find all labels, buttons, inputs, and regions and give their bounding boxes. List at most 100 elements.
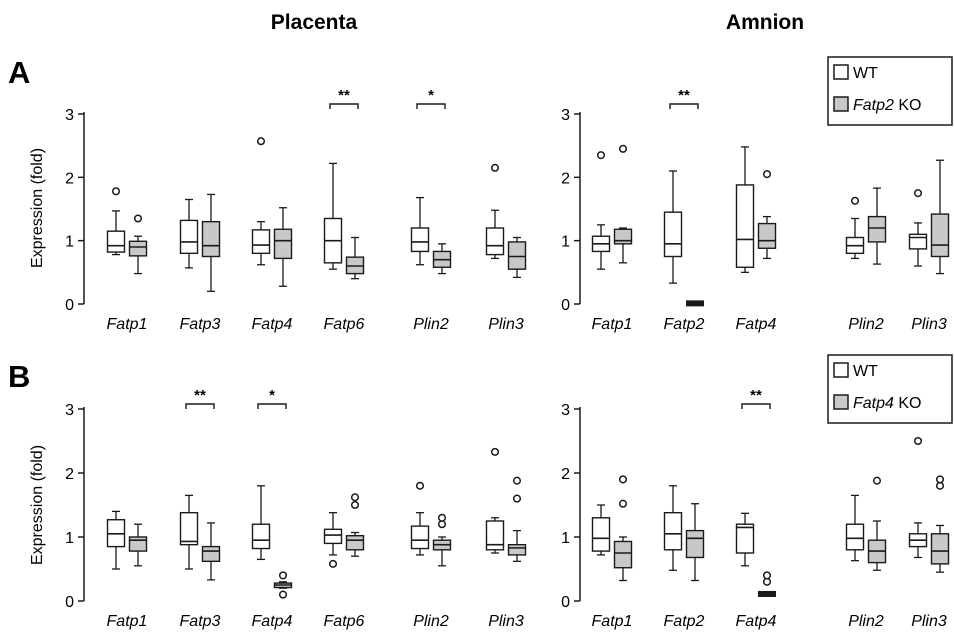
box-ko [685,503,705,582]
box-wt [323,162,343,270]
outlier-point [618,499,628,508]
outlier-point [762,577,772,586]
significance-label: ** [750,387,762,404]
box [485,520,505,551]
category-label: Fatp6 [324,316,365,333]
outlier-point [935,481,945,490]
legend-b-wt-label: WT [853,363,878,380]
box-wt [106,510,126,570]
box-wt [485,447,505,554]
plot-B-amnion: 0 1 2 3 Fatp1 Fatp2 Fatp4 ** Plin2 Plin3 [561,387,950,630]
outlier-point [437,520,447,529]
category-label: Plin2 [848,316,884,333]
box [179,511,199,546]
outlier-point [872,476,882,485]
legend-a-ko-swatch [833,96,849,112]
category-label: Fatp1 [107,613,148,630]
category-label: Plin3 [488,613,524,630]
category-label: Plin3 [911,613,947,630]
y-tick-label: 1 [65,530,74,547]
plot-A-amnion: 0 1 2 3 Fatp1 Fatp2 ** Fatp4 Plin2 Plin3 [561,87,950,333]
category-label: Fatp3 [180,316,221,333]
outlier-point [762,571,772,580]
box-ko [613,144,633,264]
outlier-point [913,436,923,446]
legend-b-ko-swatch [833,394,849,410]
box-ko [128,523,148,567]
box-ko [128,214,148,275]
category-label: Fatp1 [592,316,633,333]
y-tick-label: 0 [65,594,74,611]
box-wt [410,196,430,266]
box [930,213,950,258]
outlier-point [850,196,860,205]
outlier-point [111,187,121,196]
outlier-point [278,590,288,599]
y-axis-label-a: Expression (fold) [29,148,46,268]
y-tick-label: 2 [561,466,570,483]
box [410,525,430,550]
outlier-point [618,144,628,153]
box-ko [757,170,777,260]
box [273,228,293,260]
category-label: Fatp4 [252,316,293,333]
box [591,517,611,552]
outlier-point [596,151,606,160]
outlier-point [913,189,923,198]
significance-bracket [741,403,771,409]
y-tick-label: 0 [561,297,570,314]
y-tick-label: 3 [65,402,74,419]
box-ko [507,236,527,279]
significance-bracket [329,103,359,109]
box-wt [845,494,865,562]
significance-bracket [185,403,215,409]
box [251,229,271,255]
box-wt [410,481,430,556]
y-tick-label: 1 [65,234,74,251]
box [867,215,887,243]
y-axis-label-b: Expression (fold) [29,445,46,565]
outlier-point [490,163,500,172]
box-ko [613,475,633,582]
significance-bracket [257,403,287,409]
box [345,535,365,551]
category-label: Plin3 [911,316,947,333]
outlier-point [437,513,447,522]
box-ko [201,522,221,581]
y-tick-label: 2 [65,170,74,187]
box-ko [930,159,950,275]
box-ko [345,493,365,557]
box [507,543,527,556]
box-ko [201,193,221,292]
y-tick-label: 3 [65,107,74,124]
box [251,523,271,550]
outlier-point [618,475,628,484]
box [485,227,505,256]
legend-b-ko-label: Fatp4 KO [853,395,921,412]
outlier-point [328,559,338,568]
box [410,227,430,253]
y-tick-label: 0 [65,297,74,314]
box-wt [179,198,199,269]
box-ko [930,475,950,573]
box [507,241,527,270]
significance-label: * [269,387,275,404]
significance-bracket [416,103,446,109]
panel-label-a: A [8,55,30,90]
legend-a-wt-label: WT [853,65,878,82]
y-tick-label: 0 [561,594,570,611]
box-ko [867,187,887,265]
category-label: Fatp2 [664,613,705,630]
box [179,219,199,255]
significance-bracket [669,103,699,109]
outlier-point [350,500,360,510]
outlier-point [490,447,500,456]
box-wt [908,436,928,559]
legend-b: WT Fatp4 KO [827,354,953,424]
box [201,545,221,563]
legend-b-wt-swatch [833,362,849,378]
box [757,222,777,249]
box [908,233,928,250]
box-ko [507,476,527,562]
